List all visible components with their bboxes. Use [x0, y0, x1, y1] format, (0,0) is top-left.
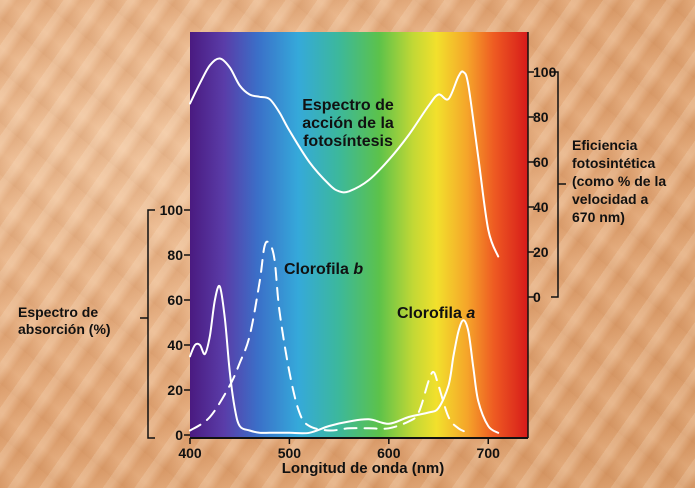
right-tick-label: 80	[533, 109, 549, 125]
right-axis-bracket	[551, 71, 559, 298]
chlorophyll-b-line	[189, 240, 470, 434]
axes-group	[140, 32, 566, 444]
curves-group	[189, 57, 500, 435]
right-tick-label: 40	[533, 199, 549, 215]
chlorophyll-a-letter: a	[466, 305, 475, 322]
action-spectrum-label-line: Espectro de	[302, 97, 394, 114]
action-spectrum-label-line: acción de la	[302, 115, 394, 132]
left-tick-label: 60	[167, 292, 183, 308]
action-spectrum-label-line: fotosíntesis	[303, 133, 393, 150]
x-tick-label: 400	[178, 445, 202, 461]
chlorophyll-a-line	[189, 284, 500, 435]
right-tick-label: 60	[533, 154, 549, 170]
visible-spectrum-band	[190, 32, 528, 438]
x-tick-label: 600	[377, 445, 401, 461]
chlorophyll-b-label: Clorofila b	[284, 261, 363, 278]
right-axis-title-line: Eficiencia	[572, 137, 638, 153]
x-tick-label: 700	[477, 445, 501, 461]
right-axis-title-line: velocidad a	[572, 191, 648, 207]
x-tick-label: 500	[278, 445, 302, 461]
left-axis-title-line: Espectro de	[18, 304, 98, 320]
right-axis-title-line: (como % de la	[572, 173, 666, 189]
x-axis-title: Longitud de onda (nm)	[282, 460, 444, 477]
left-axis-bracket	[147, 209, 155, 439]
right-axis-title-line: fotosintética	[572, 155, 655, 171]
left-tick-label: 20	[167, 382, 183, 398]
left-tick-label: 40	[167, 337, 183, 353]
right-tick-label: 0	[533, 289, 541, 305]
action-spectrum-line	[189, 57, 500, 258]
chlorophyll-a-label: Clorofila a	[397, 305, 475, 322]
left-tick-label: 100	[160, 202, 184, 218]
chlorophyll-b-letter: b	[353, 261, 363, 278]
left-axis-title-line: absorción (%)	[18, 321, 111, 337]
left-tick-label: 80	[167, 247, 183, 263]
right-axis-title-line: 670 nm)	[572, 209, 625, 225]
left-tick-label: 0	[175, 427, 183, 443]
right-tick-label: 20	[533, 244, 549, 260]
right-tick-label: 100	[533, 64, 557, 80]
